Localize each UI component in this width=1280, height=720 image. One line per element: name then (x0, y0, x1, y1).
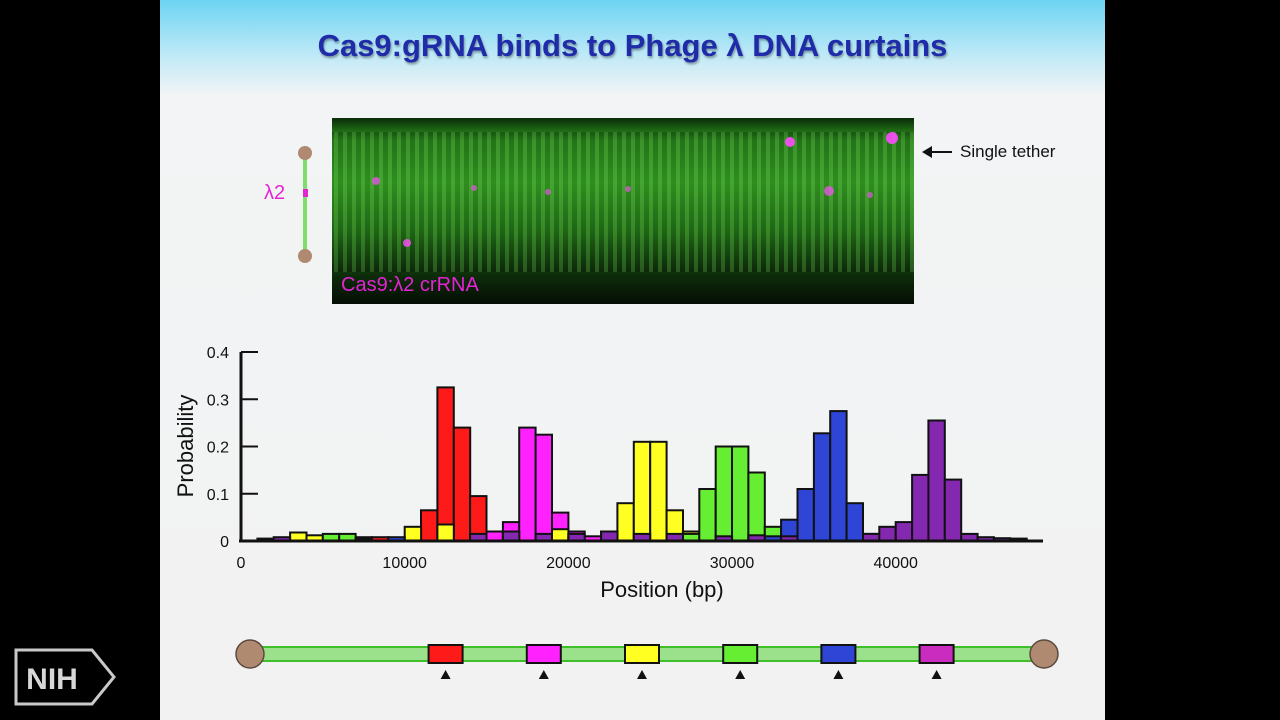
y-tick-label-1: 0.1 (207, 487, 229, 504)
lambda-site-map (235, 639, 1059, 679)
series-1 (289, 386, 521, 543)
bar-s5-4 (796, 488, 815, 542)
target-site-6 (918, 644, 955, 664)
bar-s6-13 (878, 525, 897, 542)
tether-schematic (298, 146, 312, 263)
bar-s3-9 (649, 440, 668, 542)
bar-s1-4 (420, 509, 439, 542)
bar-s5-7 (845, 502, 864, 543)
target-site-2 (525, 644, 562, 664)
right-bead (1029, 639, 1059, 669)
bar-s3-4 (436, 523, 455, 542)
single-tether-label: Single tether (960, 142, 1056, 161)
bar-s2-5 (534, 433, 553, 543)
x-tick-label-1: 10000 (382, 555, 427, 572)
slide-title: Cas9:gRNA binds to Phage λ DNA curtains (317, 28, 948, 63)
nih-logo: NIH (14, 648, 116, 706)
cas9-spots (372, 132, 898, 247)
nih-logo-text: NIH (26, 663, 78, 696)
site-marker-5 (833, 670, 844, 679)
bar-s4-6 (747, 471, 766, 542)
x-tick-label-4: 40000 (873, 555, 918, 572)
y-tick-label-0: 0 (220, 534, 229, 551)
site-marker-1 (440, 670, 451, 679)
bar-s6-15 (911, 473, 930, 542)
series-6 (272, 419, 1028, 543)
bar-s6-16 (927, 419, 946, 542)
bar-s6-14 (894, 521, 914, 542)
bar-s4-3 (698, 488, 717, 542)
target-site-3 (624, 644, 660, 664)
bar-s2-4 (518, 426, 537, 543)
site-marker-2 (538, 670, 549, 679)
site-marker-3 (637, 670, 647, 679)
y-tick-label-3: 0.3 (207, 392, 229, 409)
y-axis-label: Probability (173, 395, 198, 498)
left-bead (235, 639, 265, 669)
x-tick-label-0: 0 (237, 555, 246, 572)
bar-s6-17 (943, 478, 963, 543)
site-marker-4 (735, 670, 746, 679)
bar-s3-5 (551, 528, 570, 543)
series-3 (289, 440, 701, 543)
lambda2-label: λ2 (264, 182, 286, 204)
target-site-4 (722, 644, 759, 664)
bar-s5-5 (812, 432, 832, 542)
bar-s3-8 (632, 440, 652, 542)
bar-s1-5 (436, 386, 455, 542)
site-marker-6 (931, 670, 942, 679)
x-axis-label: Position (bp) (600, 577, 724, 602)
x-tick-label-3: 30000 (710, 555, 755, 572)
dna-curtain-micrograph (332, 118, 914, 304)
y-tick-label-4: 0.4 (207, 345, 229, 362)
micrograph-caption: Cas9:λ2 crRNA (341, 274, 479, 296)
bar-s3-7 (616, 502, 635, 543)
y-tick-label-2: 0.2 (207, 440, 229, 457)
bar-s1-6 (452, 426, 472, 543)
bar-s4-5 (731, 445, 750, 542)
target-site-5 (820, 644, 857, 664)
bar-s5-6 (829, 410, 848, 542)
tether-arrow (922, 146, 952, 158)
target-site-1 (427, 644, 464, 664)
bar-s4-4 (714, 445, 734, 542)
bar-s3-3 (403, 525, 423, 542)
x-tick-label-2: 20000 (546, 555, 591, 572)
